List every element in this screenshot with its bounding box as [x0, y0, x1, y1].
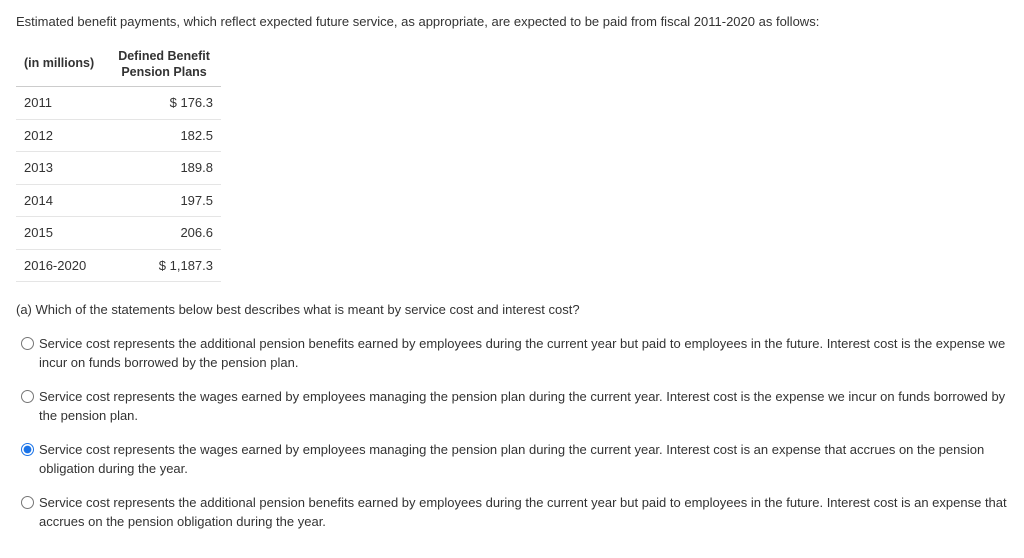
- cell-value: $ 1,187.3: [107, 249, 221, 282]
- cell-value: $ 176.3: [107, 87, 221, 120]
- question-text: (a) Which of the statements below best d…: [16, 300, 1008, 320]
- cell-year: 2011: [16, 87, 107, 120]
- table-header-plan: Defined Benefit Pension Plans: [107, 42, 221, 87]
- table-row: 2013 189.8: [16, 152, 221, 185]
- cell-value: 189.8: [107, 152, 221, 185]
- option-2-text: Service cost represents the wages earned…: [39, 440, 1008, 479]
- cell-value: 206.6: [107, 217, 221, 250]
- table-row: 2014 197.5: [16, 184, 221, 217]
- table-body: 2011 $ 176.3 2012 182.5 2013 189.8 2014 …: [16, 87, 221, 282]
- table-row: 2012 182.5: [16, 119, 221, 152]
- benefit-table: (in millions) Defined Benefit Pension Pl…: [16, 42, 221, 283]
- option-1[interactable]: Service cost represents the wages earned…: [16, 387, 1008, 426]
- table-header-plan-line1: Defined Benefit: [118, 49, 210, 63]
- option-0[interactable]: Service cost represents the additional p…: [16, 334, 1008, 373]
- cell-value: 197.5: [107, 184, 221, 217]
- option-0-radio[interactable]: [21, 337, 34, 350]
- cell-year: 2013: [16, 152, 107, 185]
- cell-year: 2012: [16, 119, 107, 152]
- table-row: 2015 206.6: [16, 217, 221, 250]
- option-3-text: Service cost represents the additional p…: [39, 493, 1008, 532]
- intro-text: Estimated benefit payments, which reflec…: [16, 12, 1008, 32]
- option-2[interactable]: Service cost represents the wages earned…: [16, 440, 1008, 479]
- option-2-radio[interactable]: [21, 443, 34, 456]
- cell-year: 2016-2020: [16, 249, 107, 282]
- cell-year: 2015: [16, 217, 107, 250]
- table-header-units: (in millions): [16, 42, 107, 87]
- cell-year: 2014: [16, 184, 107, 217]
- option-1-text: Service cost represents the wages earned…: [39, 387, 1008, 426]
- table-row: 2011 $ 176.3: [16, 87, 221, 120]
- option-1-radio[interactable]: [21, 390, 34, 403]
- table-header-plan-line2: Pension Plans: [121, 65, 206, 79]
- cell-value: 182.5: [107, 119, 221, 152]
- option-3[interactable]: Service cost represents the additional p…: [16, 493, 1008, 532]
- option-0-text: Service cost represents the additional p…: [39, 334, 1008, 373]
- option-3-radio[interactable]: [21, 496, 34, 509]
- table-row: 2016-2020 $ 1,187.3: [16, 249, 221, 282]
